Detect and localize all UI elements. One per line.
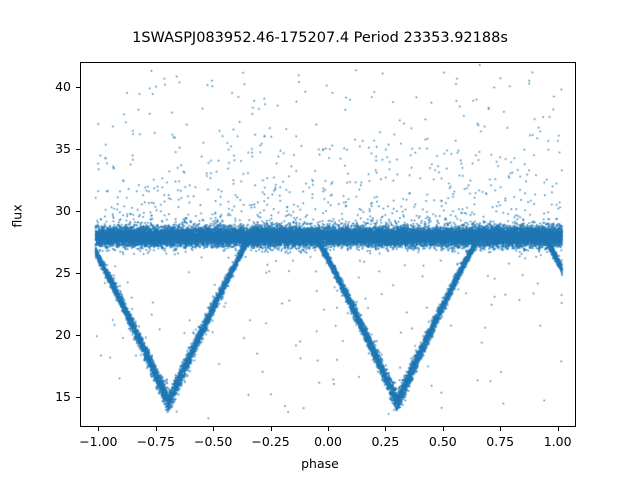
y-tick-mark: [76, 87, 80, 88]
x-tick-mark: [271, 427, 272, 431]
x-tick-mark: [156, 427, 157, 431]
y-tick-label: 40: [55, 78, 71, 94]
x-tick-label: 1.00: [543, 434, 572, 449]
x-tick-mark: [500, 427, 501, 431]
y-tick-label: 25: [55, 265, 71, 281]
x-tick-mark: [213, 427, 214, 431]
x-axis-label: phase: [301, 456, 339, 471]
x-tick-label: −0.25: [251, 434, 290, 449]
y-tick-label: 35: [55, 140, 71, 156]
y-tick-mark: [76, 273, 80, 274]
y-tick-mark: [76, 397, 80, 398]
y-axis-label: flux: [9, 204, 25, 228]
y-tick-label: 20: [55, 327, 71, 343]
scatter-points-canvas: [81, 63, 575, 426]
y-tick-mark: [76, 149, 80, 150]
y-tick-label: 30: [55, 202, 71, 218]
y-tick-mark: [76, 211, 80, 212]
x-tick-mark: [328, 427, 329, 431]
x-tick-mark: [385, 427, 386, 431]
y-tick-mark: [76, 335, 80, 336]
x-tick-mark: [98, 427, 99, 431]
x-tick-label: 0.00: [314, 434, 342, 449]
x-tick-label: −0.75: [136, 434, 175, 449]
x-tick-mark: [443, 427, 444, 431]
x-tick-label: 0.75: [486, 434, 515, 449]
x-tick-mark: [558, 427, 559, 431]
x-tick-label: −1.00: [79, 434, 118, 449]
plot-area: [80, 62, 576, 427]
x-tick-label: 0.50: [428, 434, 457, 449]
chart-title: 1SWASPJ083952.46-175207.4 Period 23353.9…: [132, 30, 508, 46]
x-tick-label: 0.25: [371, 434, 400, 449]
y-tick-label: 15: [55, 389, 71, 405]
x-tick-label: −0.50: [194, 434, 233, 449]
